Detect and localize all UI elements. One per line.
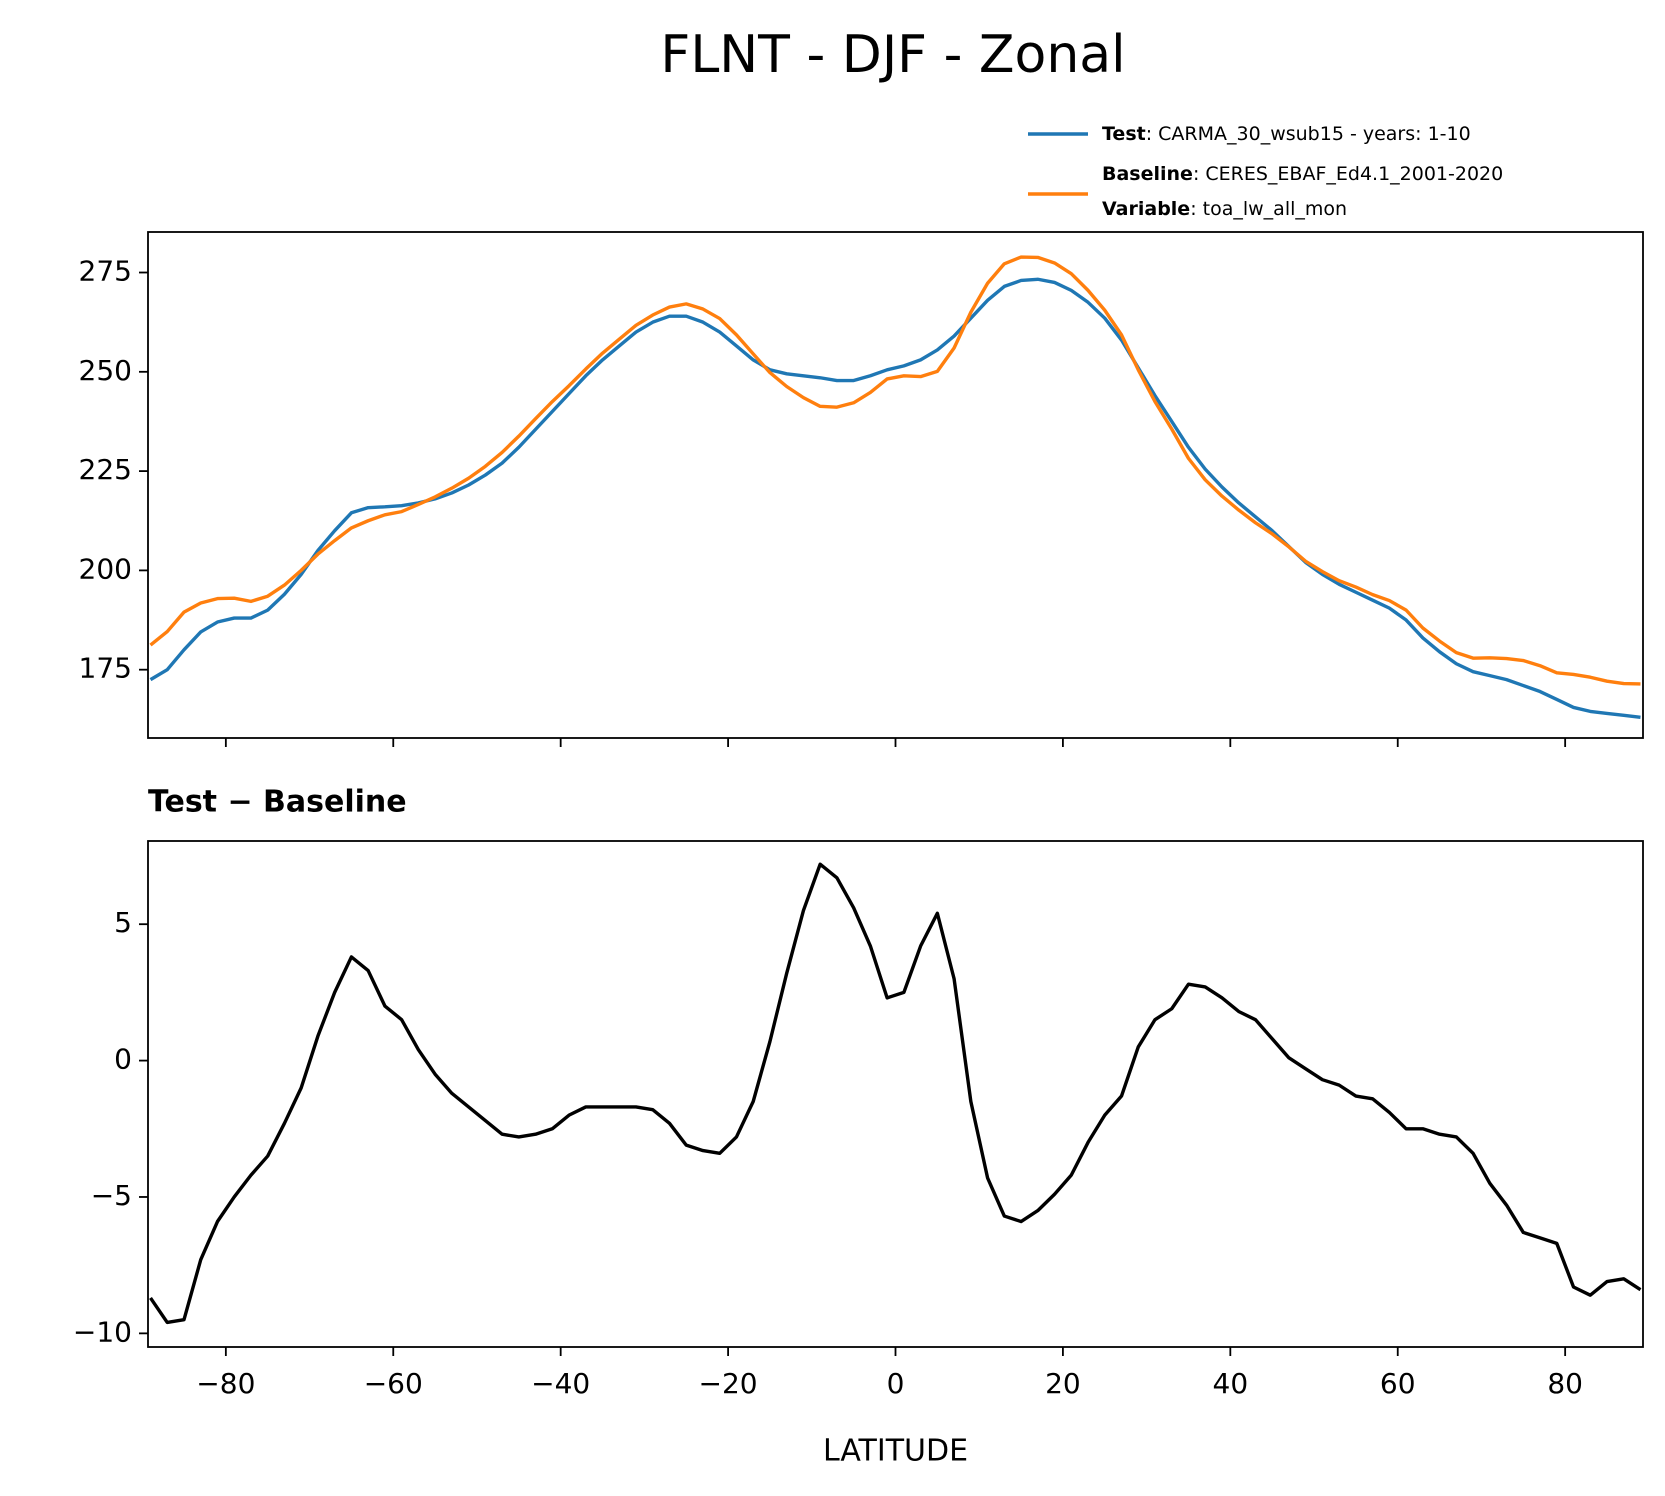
legend-label: : CERES_EBAF_Ed4.1_2001-2020	[1193, 163, 1503, 185]
legend-entry: Variable: toa_lw_all_mon	[1102, 198, 1347, 220]
y-tick-label: 0	[114, 1043, 132, 1076]
x-tick-label: 20	[1045, 1367, 1081, 1400]
x-axis-label: LATITUDE	[823, 1434, 968, 1469]
legend-name: Baseline	[1102, 163, 1193, 185]
x-tick-label: −60	[364, 1367, 423, 1400]
axes-title: Test − Baseline	[148, 785, 407, 820]
x-tick-label: −20	[699, 1367, 758, 1400]
y-tick-label: −10	[73, 1315, 132, 1348]
y-tick-label: 175	[79, 652, 132, 685]
legend-name: Test	[1102, 123, 1146, 145]
axes-frame	[147, 840, 1644, 1348]
y-tick-label: 5	[114, 906, 132, 939]
x-tick-label: 0	[887, 1367, 905, 1400]
y-tick-label: 200	[79, 552, 132, 585]
series-line	[149, 255, 1641, 686]
figure-title: FLNT - DJF - Zonal	[660, 25, 1125, 85]
x-tick-label: 80	[1547, 1367, 1583, 1400]
y-tick-label: −5	[91, 1179, 132, 1212]
axes-frame	[147, 231, 1644, 739]
legend-label: : CARMA_30_wsub15 - years: 1-10	[1146, 123, 1471, 145]
x-tick-label: 40	[1213, 1367, 1249, 1400]
y-tick-label: 250	[79, 354, 132, 387]
x-tick-label: −40	[531, 1367, 590, 1400]
x-tick-label: 60	[1380, 1367, 1416, 1400]
series-line	[149, 862, 1642, 1325]
legend-label: : toa_lw_all_mon	[1190, 198, 1347, 220]
legend-entry: Baseline: CERES_EBAF_Ed4.1_2001-2020	[1102, 163, 1503, 185]
series-line	[149, 277, 1641, 720]
x-tick-label: −80	[196, 1367, 255, 1400]
legend-entry: Test: CARMA_30_wsub15 - years: 1-10	[1102, 123, 1471, 145]
y-tick-label: 225	[79, 453, 132, 486]
legend-name: Variable	[1102, 198, 1190, 220]
y-tick-label: 275	[79, 255, 132, 288]
